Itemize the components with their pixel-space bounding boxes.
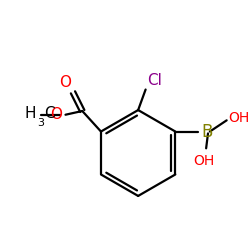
Text: OH: OH — [228, 112, 250, 126]
Text: B: B — [202, 122, 213, 140]
Text: OH: OH — [194, 154, 215, 168]
Text: C: C — [44, 106, 55, 121]
Text: H: H — [24, 106, 36, 121]
Text: 3: 3 — [38, 118, 44, 128]
Text: Cl: Cl — [148, 73, 162, 88]
Text: O: O — [50, 107, 62, 122]
Text: O: O — [59, 76, 71, 90]
